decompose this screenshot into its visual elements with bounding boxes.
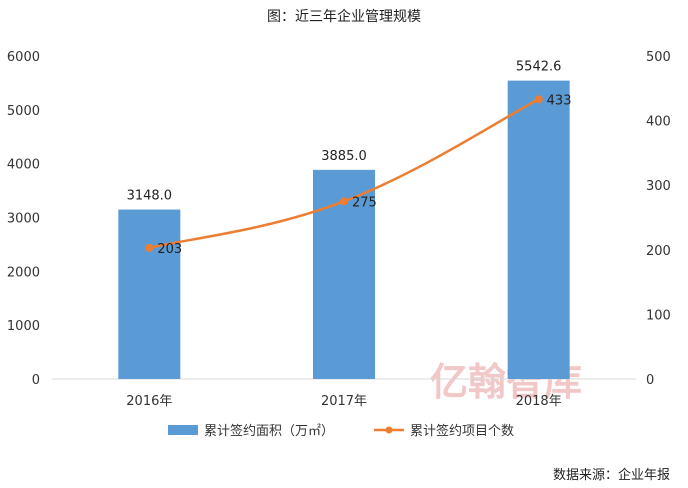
y-right-tick-label: 0 — [646, 373, 654, 388]
line-point — [340, 197, 348, 206]
y-left-tick-label: 4000 — [7, 158, 40, 173]
line-point — [145, 243, 154, 252]
y-right-tick-label: 200 — [646, 244, 671, 259]
x-tick-label: 2016年 — [126, 394, 172, 409]
bar-data-label: 3148.0 — [127, 189, 173, 204]
y-right-tick-label: 300 — [646, 179, 671, 194]
y-left-tick-label: 0 — [32, 373, 40, 388]
x-tick-label: 2018年 — [516, 394, 562, 409]
line-data-label: 275 — [352, 195, 377, 210]
y-left-tick-label: 2000 — [7, 265, 40, 280]
bar-data-label: 3885.0 — [321, 149, 367, 164]
y-right-tick-label: 400 — [646, 115, 671, 130]
y-left-tick-label: 1000 — [7, 319, 40, 334]
bar — [507, 80, 570, 380]
bar — [118, 209, 181, 379]
line-point — [534, 95, 543, 104]
y-left-tick-label: 5000 — [7, 104, 40, 119]
legend-swatch-marker — [385, 426, 393, 434]
y-right-tick-label: 100 — [646, 308, 671, 323]
legend-swatch-bar — [168, 425, 198, 435]
bar-data-label: 5542.6 — [516, 60, 562, 75]
line-data-label: 433 — [547, 93, 572, 108]
x-tick-label: 2017年 — [321, 394, 367, 409]
y-left-tick-label: 6000 — [7, 50, 40, 65]
line-data-label: 203 — [157, 242, 182, 257]
chart-title: 图：近三年企业管理规模 — [267, 9, 421, 25]
y-right-tick-label: 500 — [646, 50, 671, 65]
y-left-tick-label: 3000 — [7, 212, 40, 227]
legend-label-bar: 累计签约面积（万㎡） — [204, 423, 334, 439]
data-source-note: 数据来源：企业年报 — [552, 468, 670, 483]
legend-label-line: 累计签约项目个数 — [410, 423, 514, 439]
